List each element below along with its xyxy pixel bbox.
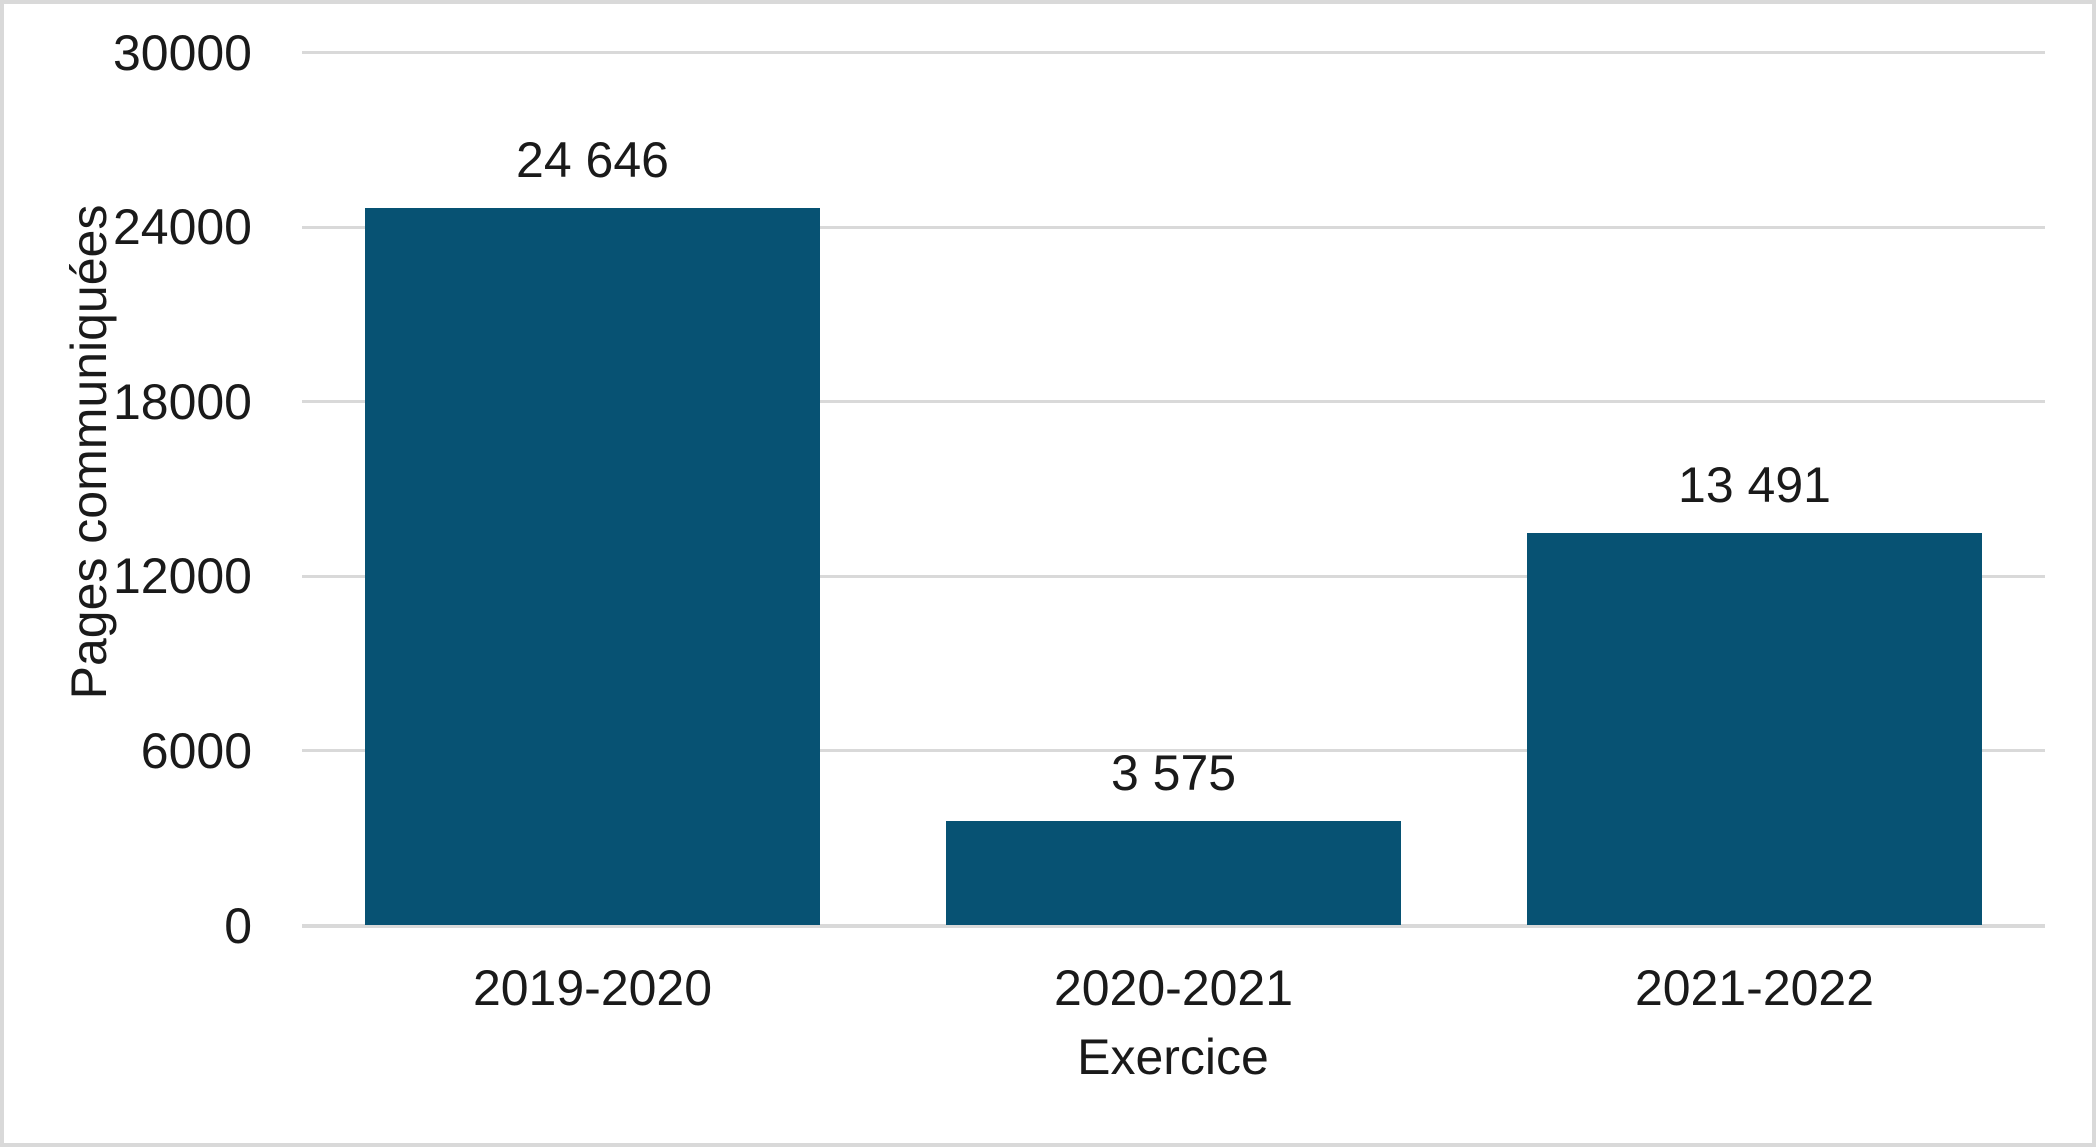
y-axis-title: Pages communiquées <box>61 204 117 700</box>
y-tick-label: 6000 <box>140 722 252 779</box>
x-axis-line <box>302 923 2045 928</box>
bar-2021-2022 <box>1527 532 1982 926</box>
y-tick-label: 12000 <box>112 548 252 605</box>
gridline <box>302 51 2045 54</box>
gridline <box>302 749 2045 753</box>
y-tick-label: 0 <box>224 897 252 954</box>
x-tick-label: 2019-2020 <box>472 960 713 1016</box>
y-tick-label: 18000 <box>112 373 252 430</box>
bar-2020-2021 <box>946 821 1401 926</box>
x-axis-title: Exercice <box>1077 1029 1269 1085</box>
data-label: 13 491 <box>1678 456 1831 513</box>
x-tick-label: 2021-2022 <box>1634 960 1875 1016</box>
data-label: 3 575 <box>1110 745 1237 802</box>
gridline <box>302 225 2045 229</box>
gridline <box>302 574 2045 578</box>
y-tick-label: 30000 <box>112 24 252 81</box>
y-tick-label: 24000 <box>112 199 252 256</box>
x-tick-label: 2020-2021 <box>1053 960 1294 1016</box>
data-label: 24 646 <box>516 132 669 189</box>
bar-2019-2020 <box>365 208 820 926</box>
gridline <box>302 400 2045 404</box>
